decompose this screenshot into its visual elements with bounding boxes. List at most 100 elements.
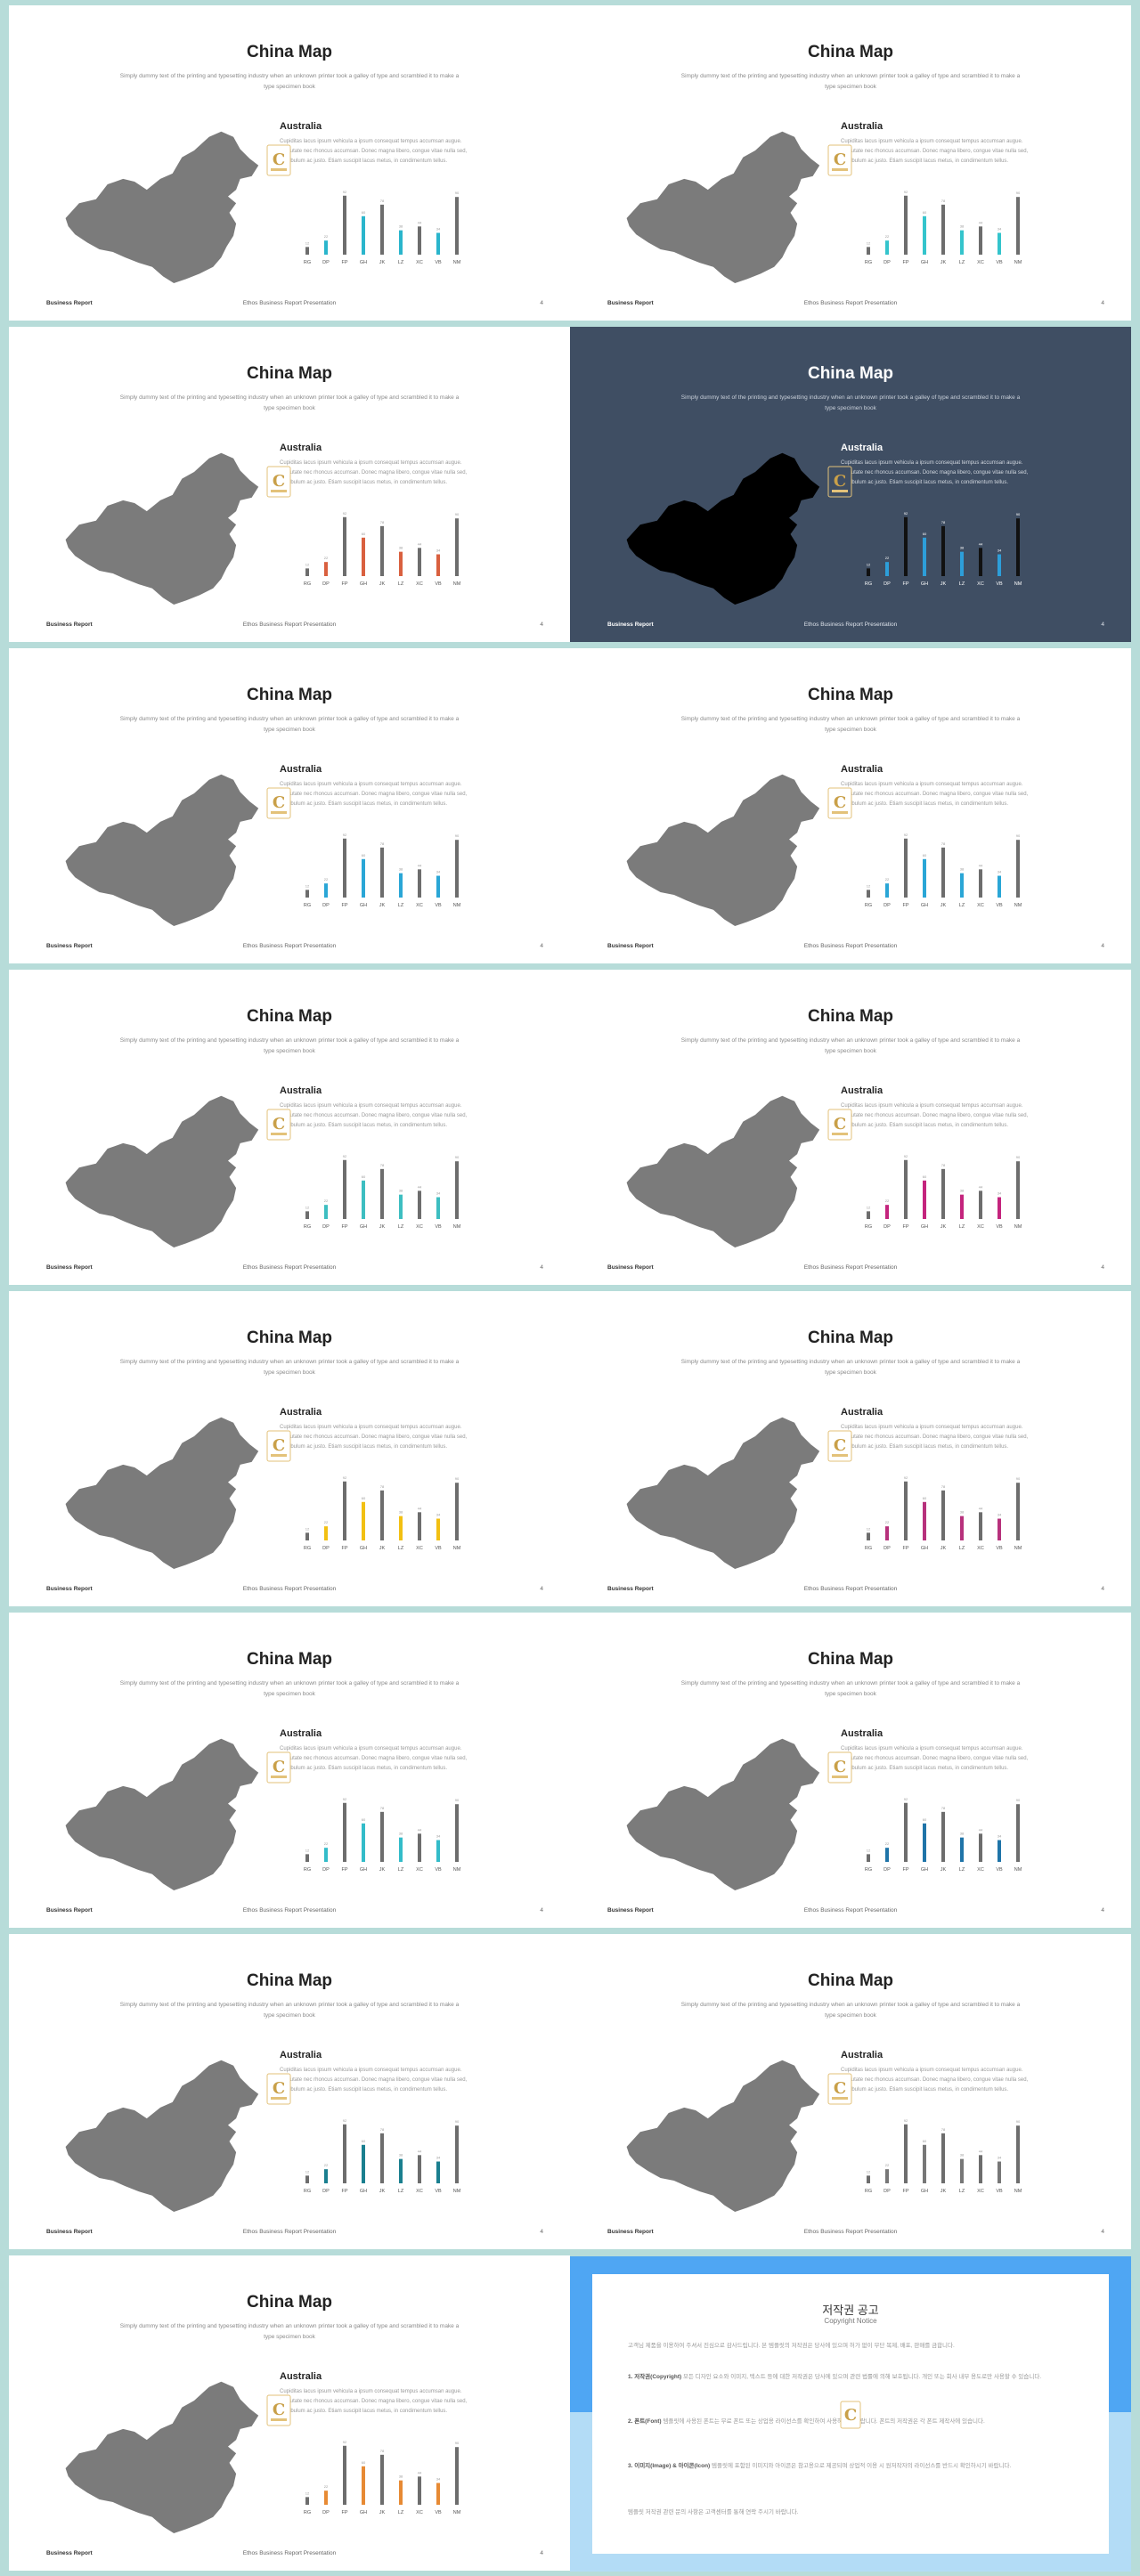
slide-title: China Map bbox=[807, 1329, 894, 1347]
category-label: NM bbox=[453, 1867, 461, 1873]
bar-fp bbox=[343, 1159, 346, 1219]
bar-value-label: 12 bbox=[305, 2169, 310, 2174]
category-label: LZ bbox=[959, 903, 965, 908]
bar-value-label: 60 bbox=[362, 210, 366, 215]
bar-chart: 12 RG 22 DP 92 FP 60 GH 78 JK 38 LZ 44 XC 34 VB 90 NM bbox=[304, 511, 461, 587]
slide-title: China Map bbox=[246, 686, 333, 704]
card-body: Cupiditas lacus ipsum vehicula a ipsum c… bbox=[841, 460, 1029, 485]
bar-rg bbox=[867, 1211, 870, 1219]
category-label: NM bbox=[453, 1546, 461, 1551]
bar-rg bbox=[305, 2175, 309, 2183]
bar-dp bbox=[324, 562, 328, 576]
copyright-subtitle: Copyright Notice bbox=[824, 2317, 877, 2325]
bar-jk bbox=[941, 1168, 945, 1219]
category-label: DP bbox=[884, 1546, 891, 1551]
footer-left: Business Report bbox=[607, 1264, 654, 1271]
bar-chart: 12 RG 22 DP 92 FP 60 GH 78 JK 38 LZ 44 XC 34 VB 90 NM bbox=[304, 833, 461, 908]
footer-left: Business Report bbox=[46, 1586, 93, 1592]
bar-nm bbox=[1016, 840, 1020, 898]
category-label: JK bbox=[379, 1546, 386, 1551]
bar-value-label: 44 bbox=[979, 541, 983, 546]
category-label: DP bbox=[322, 581, 330, 587]
bar-rg bbox=[867, 568, 870, 576]
bar-xc bbox=[418, 1512, 421, 1540]
svg-text:C: C bbox=[834, 150, 846, 169]
svg-text:C: C bbox=[834, 2079, 846, 2098]
bar-nm bbox=[1016, 1483, 1020, 1540]
category-label: NM bbox=[1014, 903, 1022, 908]
category-label: VB bbox=[435, 1546, 442, 1551]
category-label: JK bbox=[940, 903, 947, 908]
china-map bbox=[65, 774, 259, 926]
footer-left: Business Report bbox=[46, 2550, 93, 2556]
copyright-title: 저작권 공고 bbox=[822, 2304, 879, 2317]
bar-value-label: 22 bbox=[885, 1520, 890, 1524]
category-label: DP bbox=[322, 260, 330, 265]
page-number: 4 bbox=[540, 1907, 543, 1914]
bar-xc bbox=[979, 2155, 982, 2183]
category-label: VB bbox=[996, 1224, 1003, 1230]
bar-value-label: 60 bbox=[923, 1817, 927, 1822]
bar-lz bbox=[399, 551, 403, 576]
bar-value-label: 12 bbox=[305, 1526, 310, 1531]
category-label: XC bbox=[416, 1546, 423, 1551]
slide-subtitle: Simply dummy text of the printing and ty… bbox=[680, 2002, 1021, 2019]
category-label: GH bbox=[921, 1867, 928, 1873]
bar-value-label: 22 bbox=[885, 1841, 890, 1846]
category-label: LZ bbox=[398, 903, 404, 908]
category-label: VB bbox=[996, 1546, 1003, 1551]
bar-value-label: 90 bbox=[1016, 2119, 1021, 2124]
bar-value-label: 60 bbox=[923, 1496, 927, 1500]
category-label: FP bbox=[341, 1546, 347, 1551]
bar-rg bbox=[867, 1854, 870, 1862]
footer-center: Ethos Business Report Presentation bbox=[803, 622, 898, 628]
bar-nm bbox=[455, 2125, 459, 2183]
category-label: LZ bbox=[398, 260, 404, 265]
china-map bbox=[626, 1738, 820, 1890]
bar-fp bbox=[904, 1802, 908, 1862]
bar-dp bbox=[324, 1526, 328, 1540]
category-label: LZ bbox=[398, 581, 404, 587]
bar-xc bbox=[418, 869, 421, 898]
bar-vb bbox=[436, 2483, 440, 2505]
bar-value-label: 92 bbox=[343, 1154, 347, 1158]
bar-jk bbox=[941, 2133, 945, 2183]
svg-text:C: C bbox=[273, 1436, 285, 1455]
bar-value-label: 38 bbox=[399, 2153, 403, 2158]
bar-value-label: 60 bbox=[923, 210, 927, 215]
bar-value-label: 12 bbox=[867, 240, 871, 245]
bar-value-label: 78 bbox=[380, 1163, 385, 1167]
category-label: NM bbox=[453, 2189, 461, 2194]
category-label: NM bbox=[1014, 1546, 1022, 1551]
copyright-section-3: 3. 이미지(Image) & 아이콘(Icon) 템플릿에 포함된 이미지와 … bbox=[628, 2461, 1073, 2471]
category-label: DP bbox=[322, 1224, 330, 1230]
china-map bbox=[626, 1095, 820, 1247]
category-label: FP bbox=[341, 581, 347, 587]
bar-value-label: 22 bbox=[885, 1199, 890, 1203]
category-label: FP bbox=[902, 1224, 908, 1230]
bar-xc bbox=[418, 2476, 421, 2505]
bar-value-label: 22 bbox=[324, 234, 329, 239]
bar-jk bbox=[380, 1490, 384, 1540]
bar-value-label: 60 bbox=[362, 1174, 366, 1179]
bar-dp bbox=[885, 2169, 889, 2183]
card-body: Cupiditas lacus ipsum vehicula a ipsum c… bbox=[841, 782, 1029, 807]
bar-value-label: 34 bbox=[998, 2156, 1002, 2160]
bar-value-label: 90 bbox=[455, 2119, 460, 2124]
bar-value-label: 22 bbox=[324, 1520, 329, 1524]
bar-jk bbox=[380, 2454, 384, 2505]
bar-xc bbox=[418, 2155, 421, 2183]
bar-value-label: 22 bbox=[324, 2163, 329, 2167]
bar-value-label: 34 bbox=[436, 227, 441, 232]
bar-value-label: 92 bbox=[904, 1154, 908, 1158]
bar-lz bbox=[960, 230, 964, 255]
slide-6: China Map Simply dummy text of the printi… bbox=[570, 648, 1131, 963]
bar-value-label: 38 bbox=[960, 546, 965, 550]
category-label: VB bbox=[435, 581, 442, 587]
bar-dp bbox=[324, 1205, 328, 1219]
category-label: GH bbox=[921, 903, 928, 908]
bar-value-label: 44 bbox=[418, 541, 422, 546]
svg-text:C: C bbox=[273, 1115, 285, 1134]
category-label: JK bbox=[379, 1867, 386, 1873]
bar-value-label: 60 bbox=[362, 2460, 366, 2465]
